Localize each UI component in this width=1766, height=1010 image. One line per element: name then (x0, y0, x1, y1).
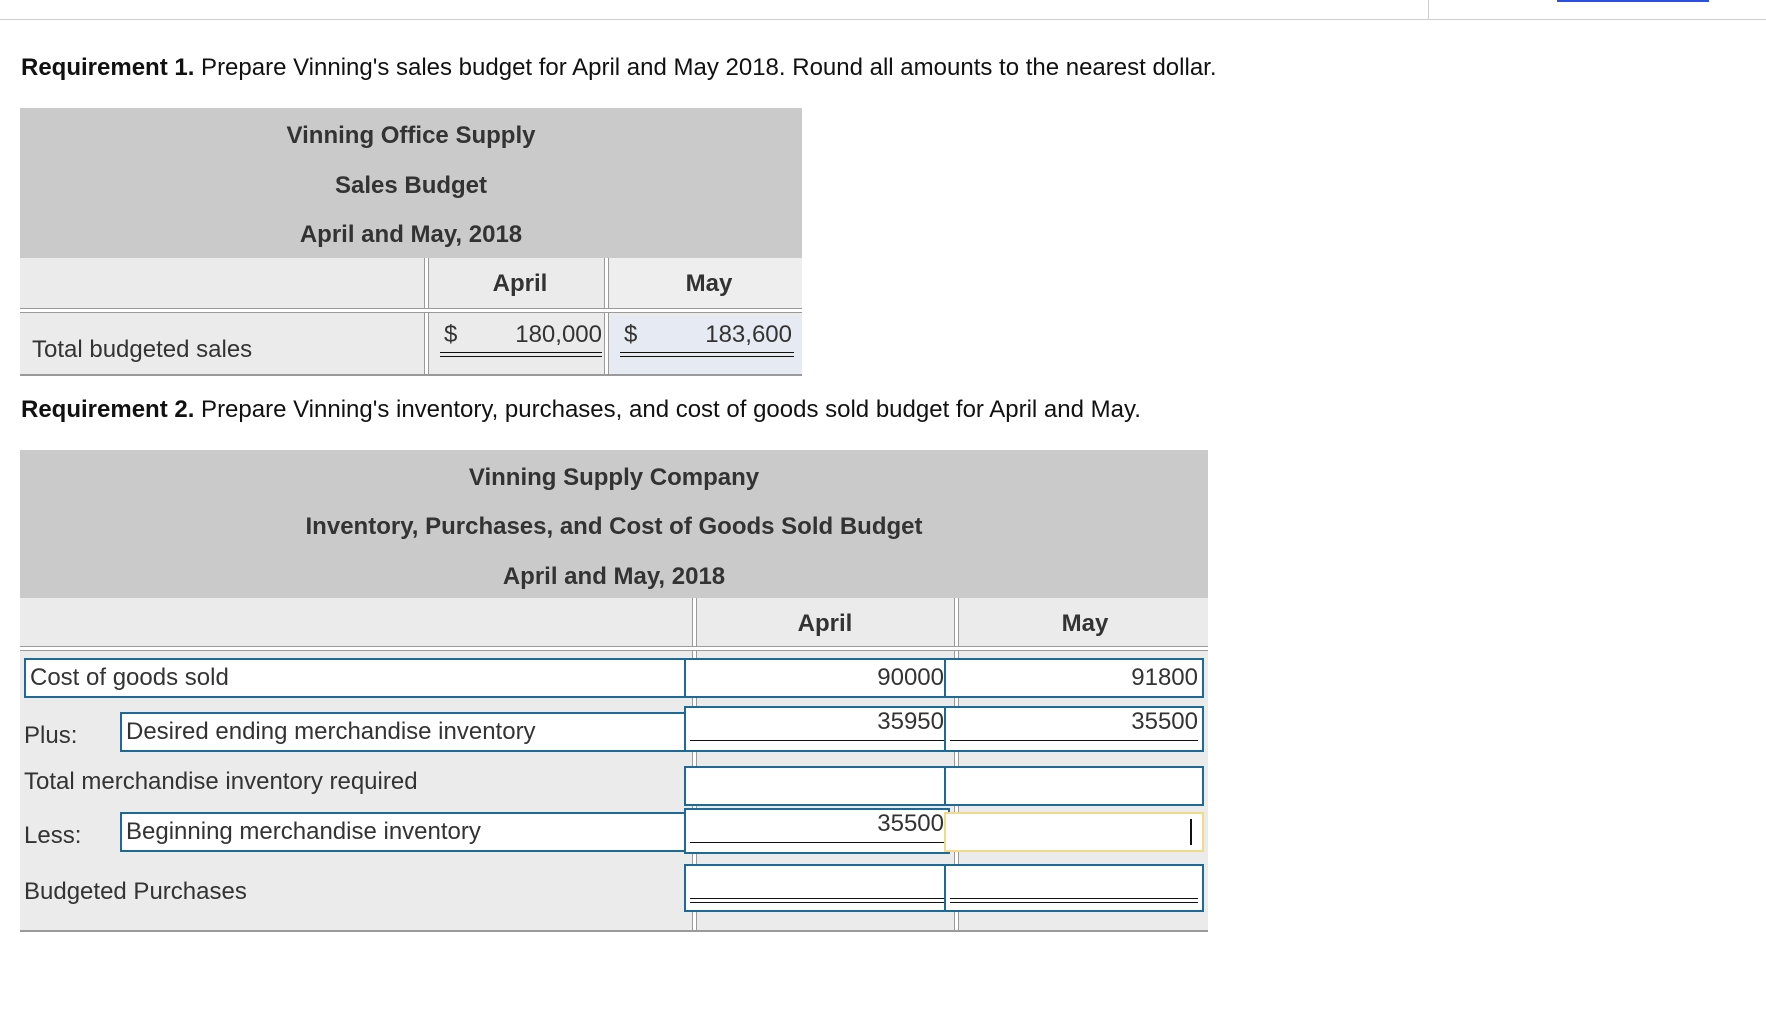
april-dollar-sign: $ (444, 321, 458, 348)
purchases-april-double-underline-bottom (690, 902, 944, 903)
budgeted-purchases-may-input[interactable] (944, 864, 1204, 912)
inventory-budget-title: Inventory, Purchases, and Cost of Goods … (305, 513, 923, 540)
purchases-april-double-underline-top (690, 898, 944, 899)
inventory-budget-period: April and May, 2018 (502, 563, 726, 590)
may-double-underline-top (620, 352, 794, 353)
sales-budget-table: Vinning Office Supply Sales Budget April… (20, 108, 802, 376)
top-vertical-divider (1428, 0, 1429, 20)
sales-may-value-bg (610, 316, 802, 376)
total-inventory-required-label: Total merchandise inventory required (24, 768, 418, 795)
sales-budget-company: Vinning Office Supply (286, 122, 536, 149)
purchases-may-double-underline-top (950, 898, 1198, 899)
ending-april-underline (690, 740, 944, 741)
inventory-budget-company: Vinning Supply Company (468, 464, 760, 491)
requirement-1-label: Requirement 1. (21, 54, 195, 81)
sales-budget-period: April and May, 2018 (299, 221, 523, 248)
april-double-underline-top (440, 352, 602, 353)
sales-col-separator-1 (424, 258, 429, 376)
sales-header-rule (20, 308, 802, 313)
may-total-sales-value: 183,600 (705, 321, 792, 348)
inventory-table-bottom-rule (20, 930, 1208, 932)
plus-label: Plus: (24, 722, 78, 749)
sales-col-separator-2 (604, 258, 609, 376)
budgeted-purchases-label: Budgeted Purchases (24, 878, 247, 905)
sales-budget-header: Vinning Office Supply Sales Budget April… (20, 108, 802, 258)
requirement-1-text: Requirement 1. Prepare Vinning's sales b… (21, 54, 1217, 82)
sales-col-may: May (685, 270, 733, 297)
inventory-col-separator-1 (692, 598, 697, 932)
april-total-sales-value: 180,000 (515, 321, 602, 348)
budgeted-purchases-april-input[interactable] (684, 864, 950, 912)
sales-col-april: April (492, 270, 548, 297)
text-cursor (1190, 819, 1192, 845)
requirement-2-label: Requirement 2. (21, 396, 195, 423)
top-link-underline[interactable] (1557, 0, 1709, 2)
beginning-inventory-may-input[interactable] (944, 812, 1204, 852)
total-budgeted-sales-label: Total budgeted sales (32, 336, 253, 363)
beginning-inventory-april-input[interactable] (684, 808, 950, 854)
requirement-1-instruction: Prepare Vinning's sales budget for April… (194, 54, 1217, 81)
beginning-april-underline (690, 842, 944, 843)
ending-inventory-may-input[interactable] (944, 706, 1204, 752)
inventory-budget-header: Vinning Supply Company Inventory, Purcha… (20, 450, 1208, 598)
cogs-label-input[interactable] (24, 658, 688, 698)
total-inventory-may-input[interactable] (944, 766, 1204, 806)
purchases-may-double-underline-bottom (950, 902, 1198, 903)
sales-budget-title: Sales Budget (334, 172, 488, 199)
total-inventory-april-input[interactable] (684, 766, 950, 806)
inventory-col-separator-2 (954, 598, 959, 932)
cogs-april-input[interactable] (684, 658, 950, 698)
top-divider (0, 19, 1766, 20)
inventory-header-rule (20, 646, 1208, 651)
ending-inventory-label-input[interactable] (120, 712, 688, 752)
beginning-inventory-label-input[interactable] (120, 812, 688, 852)
requirement-2-instruction: Prepare Vinning's inventory, purchases, … (194, 396, 1141, 423)
ending-may-underline (950, 740, 1198, 741)
inventory-col-april: April (797, 610, 853, 637)
may-dollar-sign: $ (624, 321, 638, 348)
less-label: Less: (24, 822, 82, 849)
may-double-underline-bottom (620, 356, 794, 357)
april-double-underline-bottom (440, 356, 602, 357)
inventory-budget-table: Vinning Supply Company Inventory, Purcha… (20, 450, 1208, 932)
cogs-may-input[interactable] (944, 658, 1204, 698)
inventory-col-may: May (1061, 610, 1109, 637)
sales-table-bottom-rule (20, 374, 802, 376)
ending-inventory-april-input[interactable] (684, 706, 950, 752)
requirement-2-text: Requirement 2. Prepare Vinning's invento… (21, 396, 1141, 424)
sales-may-header-bg (610, 258, 802, 310)
